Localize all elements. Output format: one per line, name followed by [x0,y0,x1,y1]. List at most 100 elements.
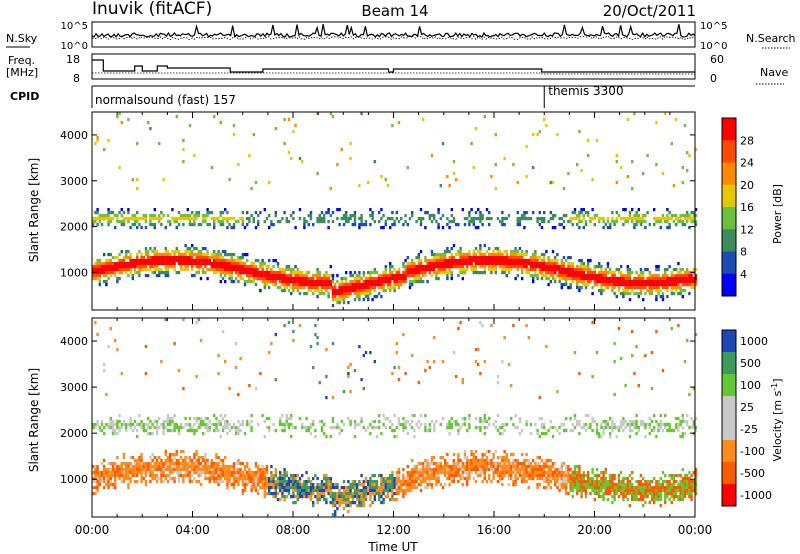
heatmap-cell [191,426,194,430]
heatmap-cell [463,271,467,275]
heatmap-cell [193,220,196,224]
heatmap-cell [536,465,539,469]
heatmap-cell [153,462,156,466]
heatmap-cell [626,268,629,272]
heatmap-cell [439,471,442,475]
heatmap-cell [283,289,286,293]
heatmap-cell [595,489,599,493]
heatmap-cell [281,477,284,481]
heatmap-cell [419,483,423,487]
heatmap-cell [637,283,640,287]
heatmap-cell [562,277,566,281]
heatmap-cell [657,280,660,284]
heatmap-cell [287,417,291,421]
heatmap-cell [230,468,233,472]
heatmap-cell [554,426,557,430]
heatmap-cell [118,477,121,481]
heatmap-cell [175,247,178,251]
heatmap-cell [274,471,277,475]
heatmap-cell [549,211,552,215]
heatmap-cell [503,250,506,254]
heatmap-cell [417,468,420,472]
heatmap-cell [501,271,504,275]
heatmap-cell [536,265,539,269]
heatmap-cell [536,486,539,490]
heatmap-cell [362,492,365,496]
heatmap-cell [301,423,304,427]
heatmap-cell [516,220,519,224]
heatmap-cell [204,256,207,260]
heatmap-cell [510,471,513,475]
heatmap-cell [147,262,150,266]
heatmap-cell [560,474,563,478]
heatmap-cell [525,175,528,179]
heatmap-cell [345,492,348,496]
heatmap-cell [329,495,332,499]
heatmap-cell [235,480,238,484]
heatmap-cell [287,423,291,427]
heatmap-cell [226,486,229,490]
heatmap-cell [622,280,625,284]
heatmap-cell [501,253,504,257]
heatmap-cell [666,286,669,290]
heatmap-cell [347,292,350,296]
heatmap-cell [241,268,244,272]
heatmap-cell [468,262,471,266]
heatmap-cell [323,217,326,221]
heatmap-cell [525,259,528,263]
heatmap-cell [591,286,594,290]
heatmap-cell [213,250,216,254]
heatmap-cell [433,259,436,263]
heatmap-cell [171,256,174,260]
heatmap-cell [452,462,456,466]
heatmap-cell [582,208,585,212]
heatmap-cell [261,271,264,275]
heatmap-cell [408,280,412,284]
heatmap-cell [272,423,275,427]
heatmap-cell [422,268,425,272]
heatmap-cell [413,477,416,481]
heatmap-cell [567,172,570,176]
heatmap-cell [527,465,530,469]
heatmap-cell [543,256,546,260]
heatmap-cell [644,220,647,224]
heatmap-cell [543,262,546,266]
heatmap-cell [193,468,196,472]
heatmap-cell [444,253,447,257]
heatmap-cell [373,271,376,275]
heatmap-cell [169,474,172,478]
heatmap-cell [433,471,436,475]
heatmap-cell [347,375,350,379]
heatmap-cell [232,223,236,227]
heatmap-cell [422,462,425,466]
heatmap-cell [237,163,240,167]
heatmap-cell [503,223,506,227]
heatmap-cell [241,217,244,221]
heatmap-cell [378,286,381,290]
heatmap-cell [239,471,242,475]
heatmap-cell [543,474,546,478]
heatmap-cell [516,477,519,481]
heatmap-cell [474,256,478,260]
heatmap-cell [547,468,550,472]
heatmap-cell [675,214,678,218]
heatmap-cell [490,465,493,469]
heatmap-cell [384,274,387,278]
heatmap-cell [474,417,478,421]
heatmap-cell [173,453,176,457]
heatmap-cell [107,277,110,281]
heatmap-cell [254,274,258,278]
heatmap-cell [582,477,585,481]
heatmap-cell [584,492,588,496]
heatmap-cell [573,471,577,475]
heatmap-cell [327,295,330,299]
heatmap-cell [287,492,291,496]
heatmap-cell [263,435,266,439]
heatmap-cell [206,459,209,463]
heatmap-cell [129,256,132,260]
heatmap-cell [426,360,429,364]
heatmap-cell [375,271,379,275]
heatmap-cell [226,423,229,427]
heatmap-cell [468,253,471,257]
heatmap-cell [202,220,205,224]
